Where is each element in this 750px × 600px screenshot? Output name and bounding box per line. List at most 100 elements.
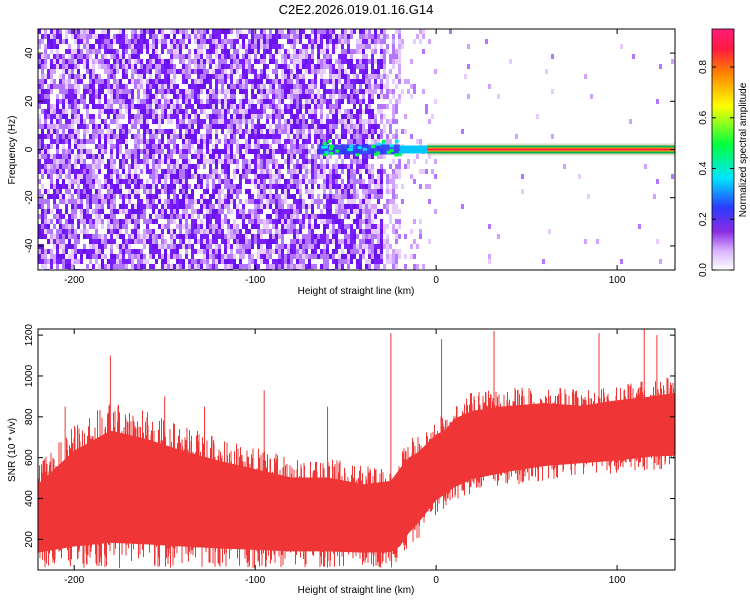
heatmap-cell [380,164,383,169]
heatmap-cell [236,249,239,254]
heatmap-cell [368,59,371,64]
heatmap-cell [176,104,179,109]
heatmap-cell [56,124,59,129]
heatmap-cell [332,194,335,199]
heatmap-cell [419,234,422,239]
heatmap-cell [224,109,227,114]
heatmap-cell [251,259,254,264]
heatmap-cell [179,234,182,239]
heatmap-cell [305,59,308,64]
heatmap-cell [242,64,245,69]
heatmap-cell [200,49,203,54]
heatmap-cell [341,224,344,229]
heatmap-cell [347,119,350,124]
heatmap-cell [197,159,200,164]
heatmap-cell [326,239,329,244]
heatmap-cell [314,84,317,89]
heatmap-cell [236,49,239,54]
heatmap-cell [92,129,95,134]
heatmap-cell [98,39,101,44]
heatmap-cell [347,199,350,204]
heatmap-cell [209,44,212,49]
heatmap-cell [392,89,395,94]
heatmap-cell [242,104,245,109]
heatmap-cell [314,239,317,244]
heatmap-cell [305,214,308,219]
heatmap-cell [227,194,230,199]
heatmap-cell [245,234,248,239]
heatmap-cell [395,104,398,109]
heatmap-cell [113,84,116,89]
heatmap-cell [209,169,212,174]
heatmap-cell [368,44,371,49]
heatmap-cell [137,164,140,169]
heatmap-cell [74,49,77,54]
heatmap-cell [71,224,74,229]
heatmap-cell [263,179,266,184]
heatmap-cell [143,89,146,94]
heatmap-cell [143,159,146,164]
heatmap-cell [209,134,212,139]
heatmap-cell [425,169,428,174]
heatmap-cell [149,29,152,34]
heatmap-cell [380,219,383,224]
heatmap-cell [83,139,86,144]
heatmap-cell [176,244,179,249]
heatmap-cell [236,224,239,229]
heatmap-cell [257,159,260,164]
heatmap-cell [293,144,296,149]
heatmap-cell [98,164,101,169]
heatmap-cell [170,209,173,214]
heatmap-cell [131,114,134,119]
heatmap-cell [263,154,266,159]
colorbar-ticks: 0.00.20.40.60.8 [698,60,734,277]
heatmap-cell [38,204,41,209]
heatmap-cell [47,259,50,264]
heatmap-cell [320,184,323,189]
heatmap-cell [296,84,299,89]
heatmap-cell [287,194,290,199]
heatmap-cell [215,34,218,39]
heatmap-cell [242,249,245,254]
heatmap-cell [284,89,287,94]
heatmap-cell [170,229,173,234]
heatmap-cell [173,184,176,189]
signal-blob [394,139,399,143]
heatmap-cell [413,219,416,224]
heatmap-cell [50,39,53,44]
heatmap-cell [287,79,290,84]
heatmap-cell [224,154,227,159]
heatmap-cell [296,164,299,169]
heatmap-cell [74,139,77,144]
heatmap-cell [113,54,116,59]
heatmap-cell [281,64,284,69]
heatmap-cell [311,124,314,129]
heatmap-cell [302,199,305,204]
heatmap-cell [170,89,173,94]
heatmap-cell [260,79,263,84]
heatmap-cell [173,264,176,269]
heatmap-cell [395,174,398,179]
heatmap-cell [218,99,221,104]
heatmap-cell [311,249,314,254]
heatmap-cell [143,114,146,119]
heatmap-cell [140,254,143,259]
heatmap-cell [113,164,116,169]
heatmap-cell [65,244,68,249]
heatmap-cell [200,174,203,179]
heatmap-cell [395,49,398,54]
heatmap-cell [89,79,92,84]
heatmap-cell [59,124,62,129]
heatmap-cell [422,89,425,94]
heatmap-cell [290,209,293,214]
heatmap-cell [389,139,392,144]
heatmap-cell [200,124,203,129]
heatmap-cell [110,179,113,184]
heatmap-cell [59,199,62,204]
heatmap-cell [56,259,59,264]
heatmap-cell [167,174,170,179]
heatmap-cell [218,64,221,69]
heatmap-cell [203,254,206,259]
heatmap-cell [386,79,389,84]
heatmap-cell [161,34,164,39]
